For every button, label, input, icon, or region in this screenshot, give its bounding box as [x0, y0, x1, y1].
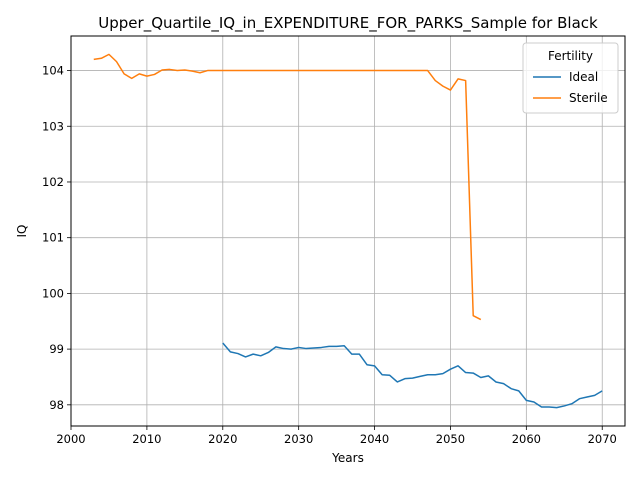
y-tick-label: 101	[42, 231, 64, 245]
x-tick-label: 2050	[436, 432, 465, 446]
legend-label-ideal: Ideal	[569, 70, 598, 84]
y-tick-label: 103	[42, 119, 64, 133]
y-tick-label: 104	[42, 64, 64, 78]
x-axis-label: Years	[331, 451, 364, 465]
x-tick-label: 2000	[56, 432, 85, 446]
x-tick-label: 2070	[588, 432, 617, 446]
y-tick-label: 100	[42, 286, 64, 300]
y-tick-label: 102	[42, 175, 64, 189]
y-axis-label: IQ	[15, 225, 29, 238]
x-tick-label: 2020	[208, 432, 237, 446]
x-tick-label: 2060	[512, 432, 541, 446]
legend: Fertility Ideal Sterile	[523, 43, 618, 113]
y-tick-label: 98	[49, 398, 64, 412]
chart-title: Upper_Quartile_IQ_in_EXPENDITURE_FOR_PAR…	[98, 14, 598, 33]
legend-label-sterile: Sterile	[569, 91, 608, 105]
x-tick-label: 2040	[360, 432, 389, 446]
x-tick-label: 2010	[132, 432, 161, 446]
y-tick-label: 99	[49, 342, 64, 356]
x-tick-label: 2030	[284, 432, 313, 446]
legend-title: Fertility	[548, 49, 593, 63]
